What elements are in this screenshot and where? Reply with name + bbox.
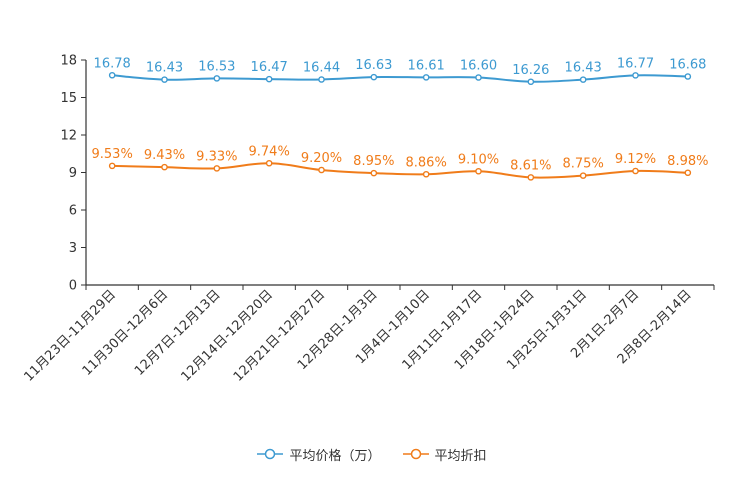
data-point (213, 165, 221, 172)
series-line-0 (112, 74, 688, 83)
data-point (265, 159, 273, 167)
data-label: 9.20% (301, 151, 342, 166)
data-point (213, 75, 221, 82)
data-point (475, 74, 482, 81)
data-labels: 16.78 16.43 16.53 16.47 16.44 16.63 16.61 16.60… (92, 56, 709, 173)
data-point (527, 174, 535, 181)
data-label: 16.78 (94, 56, 131, 71)
legend-item-price[interactable]: 平均价格（万） (257, 445, 381, 464)
legend-item-discount[interactable]: 平均折扣 (402, 445, 487, 464)
legend: 平均价格（万） 平均折扣 (0, 444, 744, 464)
data-label: 9.43% (144, 148, 185, 163)
data-label: 9.10% (458, 152, 499, 167)
data-label: 16.43 (565, 61, 602, 76)
data-point (475, 167, 482, 175)
y-tick-label: 15 (60, 91, 77, 106)
legend-label-price: 平均价格（万） (289, 448, 381, 464)
data-label: 8.75% (563, 157, 604, 172)
data-point (161, 163, 168, 171)
data-label: 16.61 (408, 58, 445, 73)
data-point (684, 169, 692, 177)
data-point (527, 78, 535, 86)
data-point (422, 170, 430, 178)
legend-label-discount: 平均折扣 (434, 448, 487, 464)
x-tick-label: 12月21日-12月27日 (231, 287, 328, 384)
data-label: 8.98% (667, 154, 708, 169)
y-tick-label: 18 (60, 54, 77, 69)
y-tick-label: 9 (69, 166, 77, 181)
data-label: 9.12% (615, 152, 656, 167)
y-tick-label: 0 (69, 279, 77, 294)
data-label: 16.68 (669, 58, 706, 73)
data-label: 16.60 (460, 59, 497, 74)
data-point (370, 73, 378, 81)
data-point (108, 71, 116, 79)
x-tick-label: 11月23日-11月29日 (22, 287, 119, 384)
axes: 036912151811月23日-11月29日11月30日-12月6日12月7日… (22, 54, 715, 385)
data-label: 8.86% (406, 155, 447, 170)
data-point (579, 76, 587, 83)
y-tick-label: 6 (69, 204, 77, 219)
x-tick-label: 12月14日-12月20日 (179, 287, 276, 384)
data-point (579, 172, 587, 179)
data-label: 16.47 (251, 60, 288, 75)
data-point (318, 76, 325, 83)
data-label: 16.77 (617, 56, 654, 71)
series-line-1 (112, 162, 688, 179)
data-label: 16.43 (146, 61, 183, 76)
data-label: 9.74% (249, 144, 290, 159)
data-label: 16.44 (303, 61, 340, 76)
data-point (161, 76, 168, 83)
data-label: 9.33% (196, 149, 237, 164)
data-point (265, 75, 273, 83)
legend-line-circle-icon (402, 448, 429, 460)
data-point (632, 72, 639, 79)
data-point (108, 162, 116, 170)
y-tick-label: 3 (69, 241, 77, 256)
line-chart: 036912151811月23日-11月29日11月30日-12月6日12月7日… (22, 54, 715, 385)
data-label: 16.53 (198, 59, 235, 74)
data-label: 16.26 (512, 63, 549, 78)
data-label: 9.53% (92, 147, 133, 162)
data-label: 8.95% (353, 154, 394, 169)
data-label: 16.63 (355, 58, 392, 73)
data-point (318, 166, 325, 174)
series-lines (108, 71, 692, 181)
y-tick-label: 12 (60, 129, 77, 144)
data-label: 8.61% (510, 158, 551, 173)
data-point (422, 74, 430, 81)
data-point (684, 73, 692, 80)
legend-line-circle-icon (257, 448, 284, 460)
data-point (370, 169, 378, 177)
data-point (632, 167, 639, 175)
